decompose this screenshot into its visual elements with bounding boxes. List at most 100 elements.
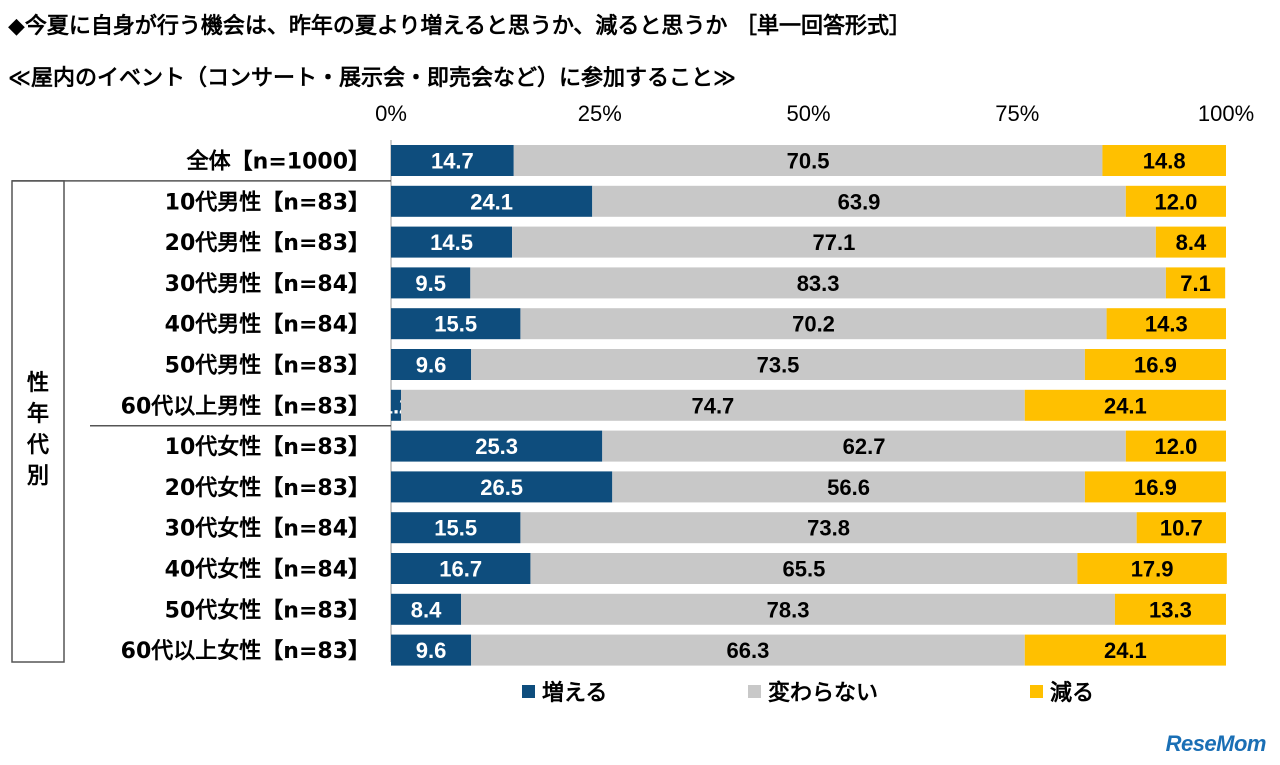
x-tick-label: 100% (1198, 101, 1254, 126)
bar-segment-0 (391, 308, 521, 340)
data-label: 73.5 (757, 353, 800, 378)
bar-segment-0 (391, 512, 521, 544)
bar-segment-2 (1155, 226, 1226, 258)
data-label: 16.9 (1134, 353, 1177, 378)
bar-segment-2 (1077, 553, 1227, 584)
data-label: 24.1 (1104, 393, 1147, 418)
bar-segment-2 (1125, 185, 1226, 217)
bar-segment-1 (471, 349, 1085, 380)
data-label: 14.3 (1145, 312, 1188, 337)
data-label: 26.5 (480, 475, 523, 500)
bar-segment-1 (520, 512, 1137, 544)
legend-swatch (1030, 685, 1043, 698)
group-label-char: 性 (27, 371, 49, 396)
bar-segment-0 (391, 593, 462, 625)
bar-segment-0 (391, 471, 613, 503)
bar-segment-1 (461, 593, 1115, 625)
bar-segment-1 (471, 634, 1025, 666)
bar-segment-2 (1136, 512, 1226, 544)
bar-segment-2 (1106, 308, 1226, 340)
data-label: 83.3 (797, 271, 840, 296)
data-label: 14.7 (431, 149, 474, 174)
bar-segment-0 (391, 226, 513, 258)
data-label: 56.6 (827, 475, 870, 500)
data-label: 9.5 (415, 271, 446, 296)
row-label: 20代男性【n=83】 (165, 231, 370, 256)
legend-label: 増える (542, 680, 607, 706)
row-label: 60代以上男性【n=83】 (121, 394, 370, 419)
group-label-char: 別 (27, 464, 49, 489)
x-tick-label: 0% (375, 101, 407, 126)
data-label: 10.7 (1160, 516, 1203, 541)
legend-label: 減る (1050, 681, 1094, 706)
bar-segment-1 (520, 308, 1107, 340)
resemom-logo: ReseMom (1165, 731, 1267, 756)
bar-segment-2 (1125, 430, 1226, 462)
bar-segment-0 (391, 185, 593, 217)
bar-segment-1 (401, 389, 1025, 421)
bar-segment-0 (391, 430, 603, 462)
x-tick-label: 50% (786, 101, 830, 126)
bar-segment-0 (391, 267, 471, 299)
legend-swatch (522, 685, 535, 698)
row-label: 20代女性【n=83】 (165, 475, 370, 501)
legend-swatch (748, 685, 761, 698)
bar-segment-2 (1024, 389, 1226, 421)
data-label: 8.4 (1176, 230, 1207, 255)
bar-segment-2 (1114, 593, 1226, 625)
data-label: 77.1 (813, 230, 856, 255)
data-label: 73.8 (807, 516, 850, 541)
data-label: 62.7 (843, 434, 886, 459)
group-label-char: 年 (27, 401, 49, 427)
bar-segment-2 (1165, 267, 1226, 299)
row-label: 50代女性【n=83】 (165, 597, 370, 623)
chart-title: ◆今夏に自身が行う機会は、昨年の夏より増えると思うか、減ると思うか ［単一回答形… (8, 14, 912, 39)
data-label: 74.7 (691, 393, 734, 418)
data-label: 9.6 (416, 353, 447, 378)
group-label-char: 代 (26, 433, 49, 458)
bar-segment-2 (1102, 145, 1226, 176)
bar-segment-0 (391, 389, 402, 421)
data-label: 15.5 (434, 516, 477, 541)
bar-segment-0 (391, 145, 514, 176)
bar-segment-1 (602, 430, 1126, 462)
legend-label: 変わらない (768, 680, 878, 706)
data-label: 24.1 (1104, 638, 1147, 663)
data-label: 12.0 (1154, 189, 1197, 214)
bar-segment-1 (512, 226, 1156, 258)
data-label: 25.3 (475, 434, 518, 459)
data-label: 70.5 (787, 149, 830, 174)
data-label: 7.1 (1180, 271, 1211, 296)
bar-segment-2 (1084, 471, 1226, 503)
bar-segment-1 (530, 553, 1078, 584)
bar-segment-0 (391, 634, 472, 666)
bar-segment-1 (513, 145, 1103, 176)
data-label: 24.1 (470, 189, 513, 214)
bar-segment-1 (592, 185, 1126, 217)
row-label: 全体【n=1000】 (186, 149, 370, 175)
data-label: 13.3 (1149, 597, 1192, 622)
row-label: 40代女性【n=84】 (165, 557, 370, 583)
bar-segment-2 (1024, 634, 1226, 666)
data-label: 17.9 (1131, 557, 1174, 582)
data-label: 12.0 (1154, 434, 1197, 459)
group-box (11, 180, 65, 663)
data-label: 78.3 (767, 597, 810, 622)
data-label: 14.8 (1143, 149, 1186, 174)
data-label: 15.5 (434, 312, 477, 337)
row-label: 10代男性【n=83】 (165, 190, 370, 215)
data-label: 65.5 (782, 557, 825, 582)
row-label: 40代男性【n=84】 (165, 313, 370, 338)
data-label: 63.9 (838, 189, 881, 214)
bar-segment-1 (612, 471, 1085, 503)
data-label: 70.2 (792, 312, 835, 337)
chart-subtitle: ≪屋内のイベント（コンサート・展示会・即売会など）に参加すること≫ (8, 66, 737, 91)
bar-segment-2 (1084, 349, 1226, 380)
bar-segment-0 (391, 349, 472, 380)
x-tick-label: 25% (578, 101, 622, 126)
data-label: 16.9 (1134, 475, 1177, 500)
data-label: 8.4 (411, 597, 442, 622)
data-label: 9.6 (416, 638, 447, 663)
x-tick-label: 75% (995, 101, 1039, 126)
